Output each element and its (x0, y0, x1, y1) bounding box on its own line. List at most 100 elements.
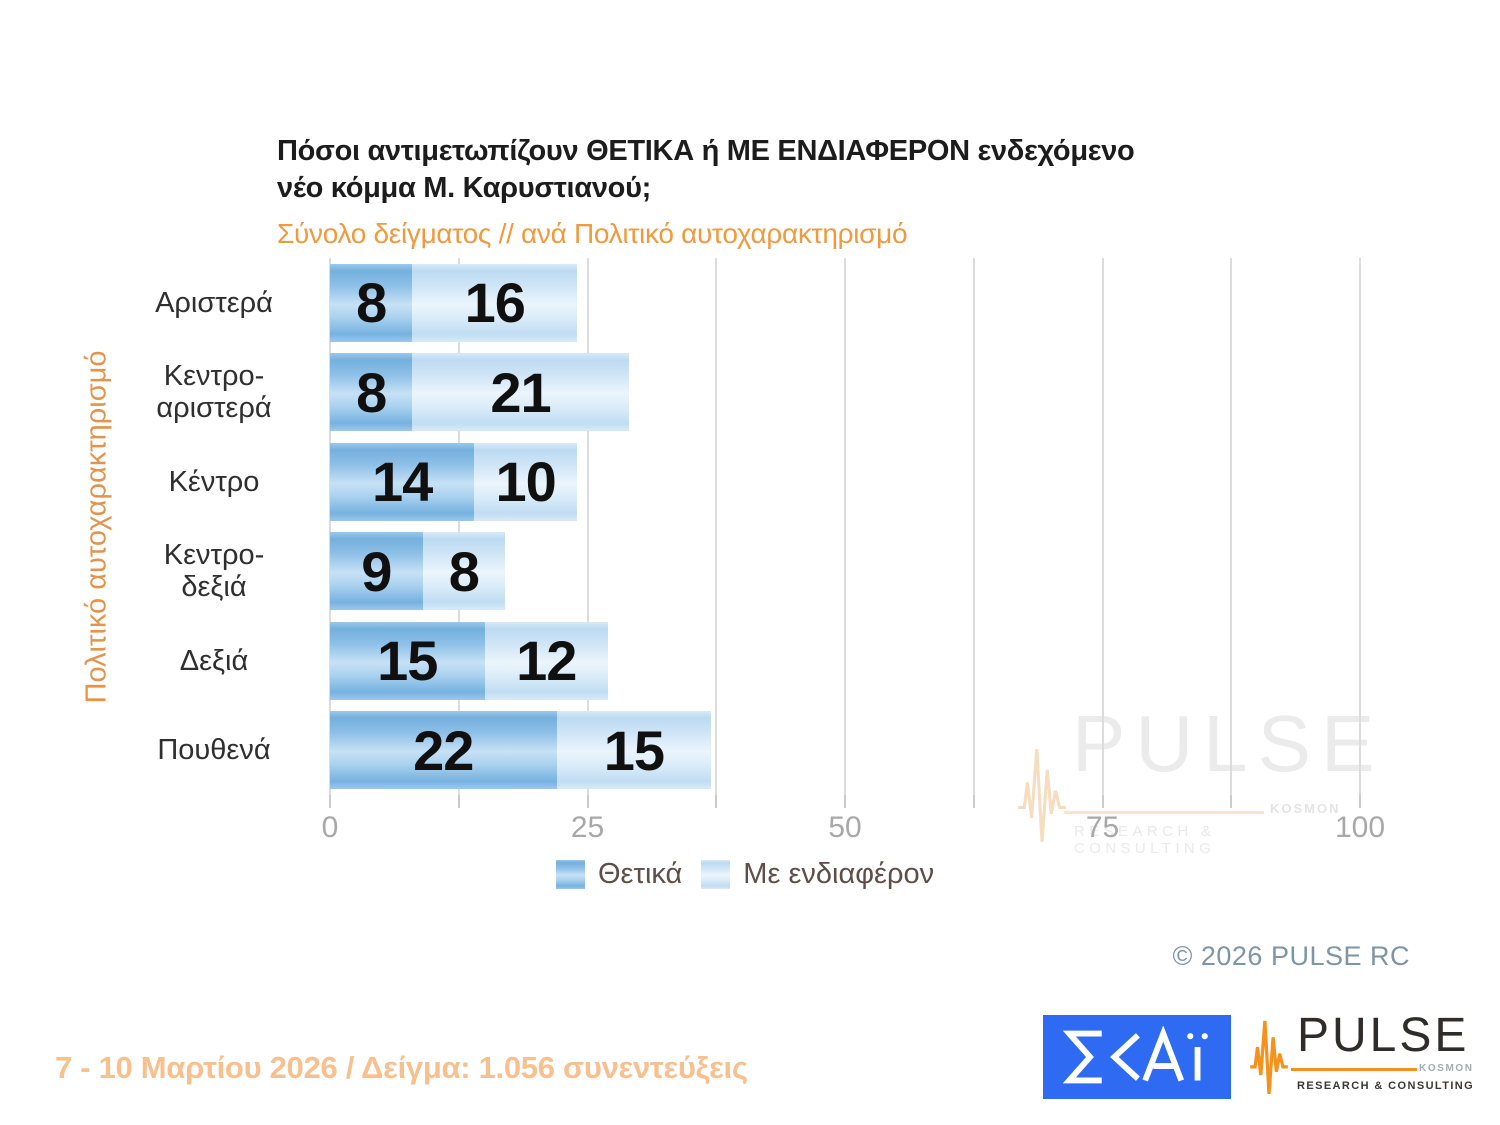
bar-value-label: 22 (413, 718, 474, 782)
legend-swatch-interested (701, 860, 731, 889)
stacked-bar: 22 15 (330, 711, 712, 790)
category-label-line: αριστερά (156, 392, 272, 425)
bar-segment-interested: 8 (422, 532, 506, 611)
bar-segment-positive: 9 (330, 532, 423, 611)
gridline (1359, 258, 1361, 795)
skai-logo (1043, 1015, 1231, 1099)
bar-row: 15 12 (330, 616, 1360, 706)
category-label: Κεντρο-αριστερά (118, 348, 310, 438)
chart-title: Πόσοι αντιμετωπίζουν ΘΕΤΙΚΑ ή ΜΕ ΕΝΔΙΑΦΕ… (277, 133, 1135, 207)
category-label-line: Κέντρο (168, 465, 260, 498)
category-label: Αριστερά (118, 258, 310, 348)
stacked-bar: 8 21 (330, 353, 629, 432)
pulse-logo-subbrand-text: KOSMON (1419, 1063, 1474, 1074)
pulse-watermark: PULSE KOSMON RESEARCH & CONSULTING (1016, 704, 1374, 860)
watermark-brand-text: PULSE (1072, 699, 1385, 788)
x-tick-label: 25 (570, 811, 605, 844)
bar-value-label: 10 (495, 450, 557, 514)
legend: Θετικά Με ενδιαφέρον (556, 858, 953, 891)
bar-segment-interested: 15 (556, 711, 712, 790)
watermark-subbrand-text: KOSMON (1270, 801, 1341, 816)
bar-value-label: 14 (371, 450, 433, 514)
chart-title-line2: νέο κόμμα Μ. Καρυστιανού; (277, 172, 652, 204)
category-label: Κεντρο-δεξιά (118, 527, 310, 617)
x-tick (1101, 795, 1104, 808)
pulse-logo-brand-text: PULSE (1297, 1009, 1470, 1062)
bar-row: 8 21 (330, 348, 1360, 438)
legend-label-positive: Θετικά (598, 858, 683, 890)
x-tick-label: 100 (1334, 811, 1386, 844)
stacked-bar: 15 12 (330, 621, 609, 700)
gridline (329, 258, 331, 795)
bar-segment-interested: 10 (474, 442, 578, 521)
x-tick (844, 795, 846, 808)
bar-value-label: 9 (361, 539, 392, 603)
plot-area: PULSE KOSMON RESEARCH & CONSULTING 8 16 8 2… (329, 258, 1374, 857)
pulse-logo: PULSE KOSMON RESEARCH & CONSULTING (1247, 1004, 1475, 1106)
x-tick (457, 795, 460, 808)
watermark-tagline-text: RESEARCH & CONSULTING (1074, 823, 1216, 857)
bar-segment-positive: 14 (330, 442, 475, 521)
stacked-bar: 14 10 (330, 442, 578, 521)
bar-segment-interested: 12 (484, 621, 609, 700)
bar-segment-positive: 22 (330, 711, 557, 790)
y-axis-title: Πολιτικό αυτοχαρακτηρισμό (80, 350, 113, 704)
fieldwork-footer-text: 7 - 10 Μαρτίου 2026 / Δείγμα: 1.056 συνε… (55, 1050, 748, 1085)
category-label-line: Πουθενά (157, 734, 271, 767)
pulse-logo-divider (1291, 1068, 1417, 1071)
bar-value-label: 8 (356, 271, 387, 335)
gridline (972, 258, 975, 795)
chart-subtitle: Σύνολο δείγματος // ανά Πολιτικό αυτοχαρ… (277, 218, 908, 249)
category-label-line: Κεντρο- (163, 539, 265, 572)
gridline (715, 258, 718, 795)
bar-segment-positive: 8 (330, 263, 413, 342)
gridline (844, 258, 846, 795)
bar-value-label: 15 (603, 718, 665, 782)
x-tick (1359, 795, 1361, 808)
stacked-bar: 8 16 (330, 263, 578, 342)
bar-segment-positive: 8 (330, 353, 413, 432)
bars-container: 8 16 8 21 14 10 9 8 15 12 22 15 (330, 258, 1360, 795)
bar-segment-interested: 16 (412, 263, 578, 342)
x-tick (586, 795, 589, 808)
x-tick (329, 795, 331, 808)
x-tick (1230, 795, 1233, 808)
gridline (1101, 258, 1104, 795)
bar-segment-positive: 15 (330, 621, 485, 700)
bar-row: 14 10 (330, 437, 1360, 527)
bar-value-label: 8 (356, 360, 387, 424)
bar-row: 8 16 (330, 258, 1360, 348)
gridline (457, 258, 460, 795)
legend-swatch-positive (556, 860, 585, 889)
pulse-waveform-icon (1250, 1020, 1288, 1095)
x-axis: 0 25 50 75 100 (322, 795, 1385, 855)
category-label-line: Δεξιά (179, 644, 249, 677)
bar-value-label: 16 (464, 271, 526, 335)
chart-title-line1: Πόσοι αντιμετωπίζουν ΘΕΤΙΚΑ ή ΜΕ ΕΝΔΙΑΦΕ… (277, 135, 1135, 167)
bar-value-label: 21 (490, 360, 551, 424)
copyright-text: © 2026 PULSE RC (1172, 941, 1410, 971)
skai-logo-letters-icon (1062, 1026, 1208, 1084)
category-label-line: Κεντρο- (163, 360, 265, 393)
category-label: Πουθενά (118, 706, 310, 796)
bar-value-label: 8 (448, 539, 480, 603)
bar-value-label: 12 (516, 629, 577, 693)
bar-segment-interested: 21 (412, 353, 629, 432)
x-tick-label: 50 (828, 811, 862, 844)
x-tick (715, 795, 718, 808)
watermark-divider (1064, 811, 1264, 814)
x-tick-label: 75 (1085, 811, 1120, 844)
bar-row: 22 15 (330, 706, 1360, 796)
pulse-logo-tagline-text: RESEARCH & CONSULTING (1297, 1080, 1475, 1092)
pulse-waveform-watermark-icon (1018, 749, 1066, 842)
category-label: Δεξιά (118, 616, 310, 706)
legend-label-interested: Με ενδιαφέρον (743, 858, 935, 890)
gridline (1230, 258, 1233, 795)
category-label-line: δεξιά (181, 571, 247, 604)
gridline (586, 258, 589, 795)
x-tick (972, 795, 975, 808)
category-label-line: Αριστερά (155, 286, 273, 319)
